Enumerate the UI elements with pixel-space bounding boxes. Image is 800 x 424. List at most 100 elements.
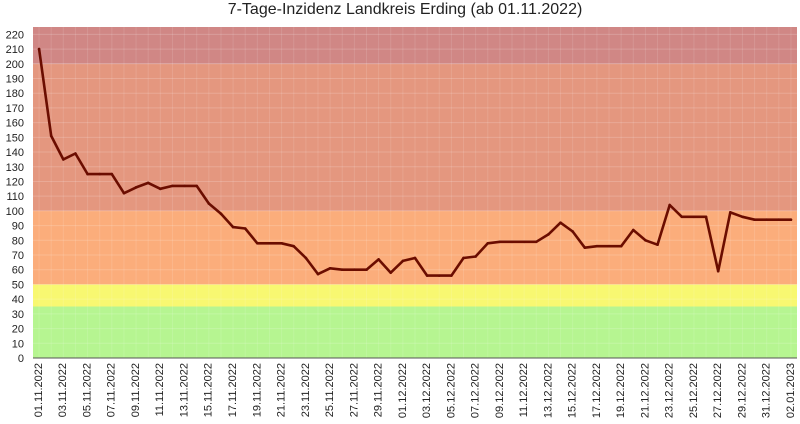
y-tick-label: 60 [12,265,24,277]
data-point [98,172,101,176]
x-tick-label: 11.11.2022 [154,363,166,416]
data-point [365,268,368,272]
y-tick-label: 220 [6,29,24,41]
data-point [268,241,271,245]
y-tick-label: 0 [18,353,24,365]
y-tick-label: 90 [12,221,24,233]
x-tick-label: 03.12.2022 [421,363,433,418]
data-point [571,230,574,233]
data-point [789,218,793,222]
data-point [607,244,611,248]
data-point [704,215,708,219]
y-tick-label: 30 [12,309,24,321]
data-point [353,268,356,272]
x-tick-label: 27.12.2022 [712,363,724,418]
data-point [146,181,150,185]
y-tick-label: 170 [6,103,24,115]
y-tick-label: 130 [6,162,24,174]
x-tick-label: 17.12.2022 [591,363,603,418]
x-tick-label: 05.11.2022 [81,363,93,417]
x-tick-label: 07.12.2022 [470,363,482,418]
data-point [462,256,465,260]
data-point [134,186,138,189]
data-point [559,221,562,224]
x-tick-label: 13.11.2022 [178,363,190,417]
y-tick-label: 20 [12,324,24,336]
x-tick-label: 29.11.2022 [373,363,385,417]
data-point [207,202,211,205]
x-tick-label: 21.11.2022 [276,363,288,417]
x-tick-label: 13.12.2022 [542,363,554,418]
data-point [680,215,684,219]
x-tick-label: 19.12.2022 [615,363,627,418]
x-tick-label: 23.11.2022 [300,363,312,417]
band-4 [33,27,797,64]
x-tick-label: 07.11.2022 [106,363,118,417]
y-tick-label: 70 [12,250,24,262]
data-point [631,228,635,232]
x-tick-label: 21.12.2022 [639,363,651,418]
x-tick-label: 01.12.2022 [397,363,409,418]
data-point [765,218,768,222]
y-tick-label: 210 [6,44,24,56]
data-point [256,241,259,245]
y-tick-label: 180 [6,88,24,100]
data-point [316,272,320,276]
y-tick-label: 160 [6,118,24,130]
data-point [474,255,477,258]
data-point [522,240,526,244]
x-tick-label: 25.11.2022 [324,363,336,417]
x-tick-label: 27.11.2022 [348,363,360,417]
y-tick-label: 140 [6,147,24,159]
data-point [110,172,114,176]
band-3 [33,63,797,211]
x-tick-label: 03.11.2022 [57,363,69,417]
y-tick-label: 190 [6,73,24,85]
data-point [716,269,720,273]
data-point [231,225,235,229]
band-0 [33,306,797,358]
data-point [753,218,756,222]
data-point [304,256,308,260]
data-point [377,258,380,261]
y-tick-label: 40 [12,294,24,306]
data-point [741,215,744,219]
data-point [656,243,659,247]
data-point [49,134,53,138]
y-tick-label: 200 [6,59,24,71]
data-point [692,215,696,219]
threshold-bands [33,27,797,358]
x-tick-label: 25.12.2022 [688,363,700,418]
data-point [159,187,162,191]
x-tick-label: 15.12.2022 [567,363,579,418]
x-tick-label: 09.12.2022 [494,363,506,418]
y-tick-label: 100 [6,206,24,218]
band-2 [33,210,797,285]
data-point [425,274,429,277]
y-tick-label: 120 [6,176,24,188]
data-point [534,240,538,244]
data-point [280,241,283,245]
x-tick-label: 23.12.2022 [664,363,676,418]
data-point [183,184,186,188]
data-point [122,191,126,195]
y-tick-label: 10 [12,338,24,350]
data-point [328,266,332,270]
chart-title: 7-Tage-Inzidenz Landkreis Erding (ab 01.… [228,1,583,18]
data-point [413,256,417,260]
data-point [74,152,77,155]
data-point [437,274,441,277]
x-axis: 01.11.2022 03.11.2022 05.11.2022 07.11.2022… [33,357,797,418]
data-point [243,227,247,230]
data-point [292,244,296,248]
data-point [777,218,781,222]
data-point [62,158,65,161]
data-point [171,184,174,188]
y-tick-label: 150 [6,132,24,144]
x-tick-label: 31.12.2022 [761,363,773,418]
y-tick-label: 80 [12,235,24,247]
data-point [450,274,453,277]
data-point [498,240,502,244]
x-tick-label: 17.11.2022 [227,363,239,417]
